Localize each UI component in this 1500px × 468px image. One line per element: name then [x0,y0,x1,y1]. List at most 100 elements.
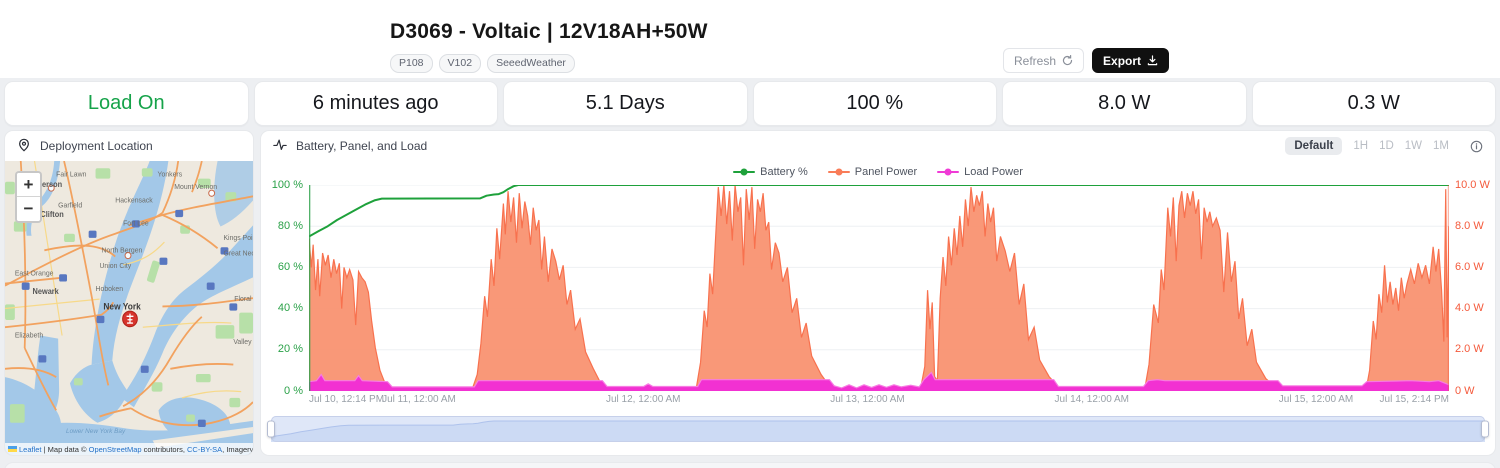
y-left-tick: 0 % [284,384,303,397]
leaflet-flag-icon [8,445,17,452]
attr-text: , Imagery © [222,444,254,454]
map-city-label: Garfield [58,202,82,210]
load-status-card: Load On [4,81,249,126]
map-city-label: Floral Park [234,295,253,303]
refresh-button[interactable]: Refresh [1003,48,1085,73]
range-default[interactable]: Default [1285,137,1343,155]
legend-load-marker [937,168,960,176]
license-link[interactable]: CC-BY-SA [187,444,223,454]
chart-panel-header: Battery, Panel, and Load Default 1H 1D 1… [261,131,1495,161]
map-city-label: Fort Lee [123,219,149,227]
range-1d[interactable]: 1D [1379,140,1394,152]
map-city-label: East Orange [15,269,54,277]
x-tick: Jul 14, 12:00 AM [1054,394,1130,405]
y-left-tick: 20 % [277,343,303,356]
x-tick: Jul 12, 12:00 AM [605,394,681,405]
map-land-strip [152,426,253,448]
battery-panel-load-panel: Battery, Panel, and Load Default 1H 1D 1… [260,130,1496,456]
map-city-label: Great Neck [223,249,253,257]
battery-days-card: 5.1 Days [503,81,748,126]
chart-plot-area[interactable]: 0 % 20 % 40 % 60 % 80 % 100 % 0 W 2.0 W 4.0 W 6.… [272,179,1490,396]
legend-panel-marker [827,168,850,176]
map-city-label: Hoboken [96,285,124,293]
next-panel-edge [4,462,1496,468]
tag-badge: P108 [390,54,433,73]
export-button[interactable]: Export [1092,48,1170,73]
range-1m[interactable]: 1M [1433,140,1449,152]
map-city-label: Union City [99,262,131,270]
range-1h[interactable]: 1H [1353,140,1369,152]
last-seen-card: 6 minutes ago [253,81,498,126]
legend-load-power[interactable]: Load Power [937,166,1023,178]
y-right-tick: 8.0 W [1455,219,1484,232]
time-range-selector: Default 1H 1D 1W 1M [1285,137,1483,155]
map-city-label: Yonkers [158,170,183,178]
chart-navigator[interactable] [267,416,1489,442]
map-attribution: Leaflet | Map data © OpenStreetMap contr… [5,443,253,455]
y-left-tick: 80 % [277,219,303,232]
legend-load-label: Load Power [964,166,1023,178]
panel-power-card: 8.0 W [1002,81,1247,126]
legend-battery-marker [733,168,756,176]
tag-badge: V102 [438,54,482,73]
map-canvas: Fair Lawn Paterson Yonkers Mount Vernon Hack… [5,161,253,455]
battery-percent-card: 100 % [752,81,997,126]
map-city-label: North Bergen [101,246,142,254]
y-right-tick: 2.0 W [1455,343,1484,356]
zoom-in-button[interactable]: + [17,173,40,197]
download-icon [1147,55,1158,66]
navigator-selection [271,416,1485,442]
map-city-label: Lower New York Bay [66,428,126,435]
header-actions: Refresh Export [1003,48,1170,73]
chart-plot [309,185,1449,391]
map-parks [5,168,253,423]
activity-icon [273,138,287,155]
y-right-tick: 6.0 W [1455,260,1484,273]
map-city-label: New York [103,301,141,311]
leaflet-link[interactable]: Leaflet [19,444,42,454]
map-zoom-control: + − [15,171,42,223]
y-right-tick: 0 W [1455,384,1475,397]
chart-panel-title: Battery, Panel, and Load [296,139,428,153]
location-pin-icon [17,138,31,155]
y-left-tick: 60 % [277,260,303,273]
legend-battery-label: Battery % [760,166,808,178]
map[interactable]: Fair Lawn Paterson Yonkers Mount Vernon Hack… [5,161,253,455]
zoom-out-button[interactable]: − [17,197,40,221]
attr-text: contributors, [141,444,188,454]
navigator-right-handle[interactable] [1481,420,1489,438]
export-label: Export [1103,53,1142,68]
map-route-shields [21,184,238,427]
x-tick: Jul 15, 2:14 PM [1379,394,1449,405]
map-city-label: Newark [33,287,60,296]
map-city-label: Elizabeth [15,331,43,339]
map-city-label: Paterson [31,180,63,189]
page-header: D3069 - Voltaic | 12V18AH+50W P108 V102 … [0,0,1500,78]
map-city-label: Kings Point [223,234,253,242]
status-cards-row: Load On 6 minutes ago 5.1 Days 100 % 8.0… [0,78,1500,130]
tag-badge: SeeedWeather [487,54,575,73]
x-tick: Jul 11, 12:00 AM [382,394,456,405]
map-city-label: Fair Lawn [56,170,86,178]
legend-panel-label: Panel Power [854,166,918,178]
y-right-tick: 4.0 W [1455,302,1484,315]
osm-link[interactable]: OpenStreetMap [88,444,142,454]
map-city-labels: Fair Lawn Paterson Yonkers Mount Vernon Hack… [15,170,253,435]
legend-panel-power[interactable]: Panel Power [827,166,918,178]
y-right-tick: 10.0 W [1455,178,1490,191]
range-1w[interactable]: 1W [1404,140,1423,152]
chart-legend: Battery % Panel Power Load Power [261,161,1495,183]
map-marker[interactable] [122,310,138,328]
refresh-label: Refresh [1014,53,1057,68]
deployment-location-panel: Deployment Location [4,130,254,456]
map-city-label: Clifton [40,210,64,219]
x-tick: Jul 10, 12:14 PM [309,394,385,405]
navigator-left-handle[interactable] [267,420,275,438]
main-content: Deployment Location [0,130,1500,456]
y-left-tick: 100 % [271,178,303,191]
map-panel-header: Deployment Location [5,131,253,161]
legend-battery[interactable]: Battery % [733,166,808,178]
attr-text: | Map data © [41,444,89,454]
info-icon[interactable] [1470,140,1483,153]
y-left-tick: 40 % [277,302,303,315]
